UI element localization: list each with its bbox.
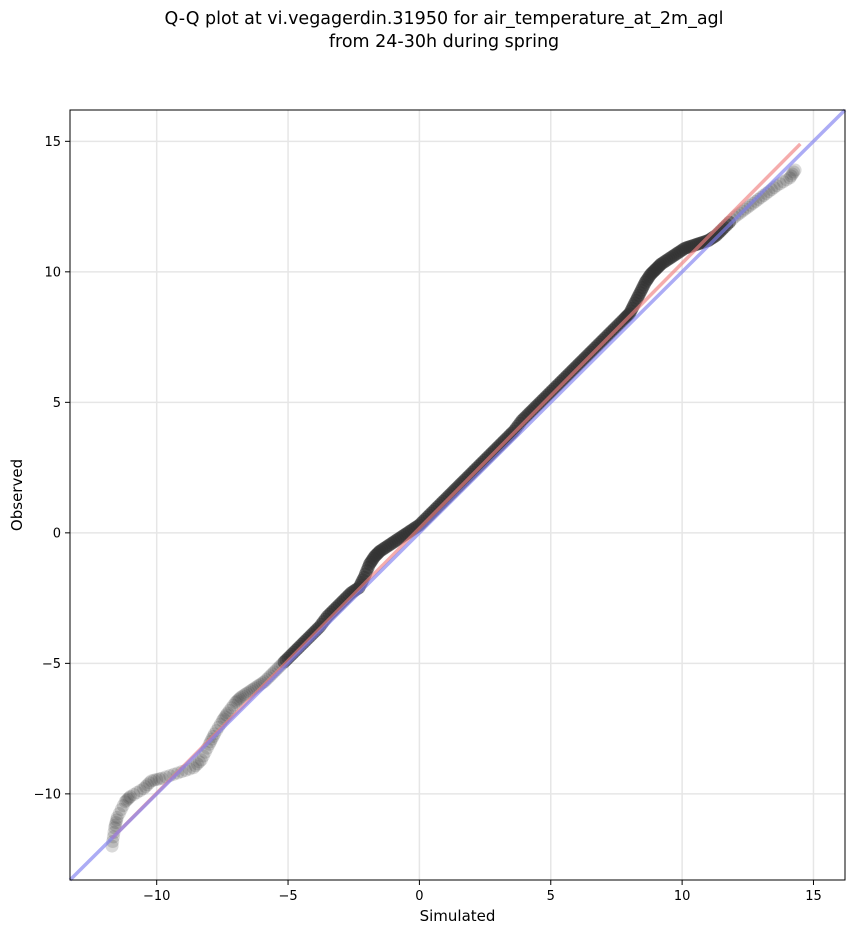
data-point xyxy=(112,806,126,820)
data-point xyxy=(107,825,121,839)
y-axis-label: Observed xyxy=(8,459,26,531)
data-point xyxy=(122,791,136,805)
data-point xyxy=(192,755,206,769)
data-point xyxy=(787,165,801,179)
reference-line xyxy=(68,108,847,882)
x-tick-label: 5 xyxy=(547,889,555,904)
y-tick-label: 0 xyxy=(53,526,61,541)
data-point xyxy=(238,688,252,702)
data-point xyxy=(783,171,797,185)
x-tick-label: 0 xyxy=(415,889,423,904)
data-point xyxy=(788,163,802,177)
data-point xyxy=(232,692,246,706)
data-point xyxy=(227,698,241,712)
plot-frame xyxy=(69,109,846,881)
data-point xyxy=(127,788,141,802)
data-point xyxy=(150,773,164,787)
data-point xyxy=(749,194,763,208)
reference-lines xyxy=(68,108,847,882)
data-point xyxy=(119,793,133,807)
data-point xyxy=(155,771,169,785)
y-tick-label: −10 xyxy=(34,787,61,802)
data-point xyxy=(234,690,248,704)
y-tick-label: 5 xyxy=(53,396,61,411)
data-point xyxy=(137,782,151,796)
data-point xyxy=(142,776,156,790)
data-point xyxy=(141,778,154,792)
data-point xyxy=(147,773,161,787)
chart-title: Q-Q plot at vi.vegagerdin.31950 for air_… xyxy=(0,8,854,54)
data-point xyxy=(194,753,208,767)
data-point xyxy=(133,784,147,798)
x-tick-label: 15 xyxy=(805,889,822,904)
x-tick-label: −5 xyxy=(278,889,297,904)
data-point xyxy=(231,693,245,707)
data-point xyxy=(188,759,202,773)
x-axis-label: Simulated xyxy=(420,907,496,925)
data-point xyxy=(229,696,243,710)
data-point xyxy=(240,686,254,700)
data-points xyxy=(105,163,802,853)
data-point xyxy=(780,173,794,187)
data-point xyxy=(785,167,799,181)
x-tick-label: 10 xyxy=(674,889,691,904)
data-point xyxy=(110,810,124,824)
x-tick-label: −10 xyxy=(143,889,170,904)
grid xyxy=(70,110,845,880)
data-point xyxy=(190,757,204,771)
data-point xyxy=(121,792,135,806)
data-point xyxy=(110,813,124,827)
data-point xyxy=(152,772,166,786)
data-point xyxy=(225,701,239,715)
chart-title-line-2: from 24-30h during spring xyxy=(328,32,560,52)
data-point xyxy=(751,192,765,206)
data-point xyxy=(109,816,123,830)
data-point xyxy=(230,694,244,708)
chart-title-line-1: Q-Q plot at vi.vegagerdin.31950 for air_… xyxy=(164,9,724,29)
data-point xyxy=(186,761,200,775)
data-point xyxy=(118,795,132,809)
data-point xyxy=(114,803,128,817)
data-point xyxy=(108,818,122,832)
y-tick-label: 15 xyxy=(44,135,61,150)
data-point xyxy=(223,703,237,717)
data-point xyxy=(116,799,130,813)
data-point xyxy=(175,765,189,779)
data-point xyxy=(754,190,768,204)
y-tick-label: −5 xyxy=(42,657,61,672)
data-point xyxy=(236,689,250,703)
data-point xyxy=(123,789,137,803)
data-point xyxy=(773,177,787,191)
data-point xyxy=(130,786,144,800)
data-point xyxy=(139,780,153,794)
data-point xyxy=(144,774,158,788)
data-point xyxy=(776,175,790,189)
data-point xyxy=(784,169,798,183)
data-point xyxy=(106,835,120,848)
y-tick-label: 10 xyxy=(44,265,61,280)
axis-ticks: −10 −5 0 5 10 15 −10 −5 0 5 10 15 xyxy=(34,135,822,904)
